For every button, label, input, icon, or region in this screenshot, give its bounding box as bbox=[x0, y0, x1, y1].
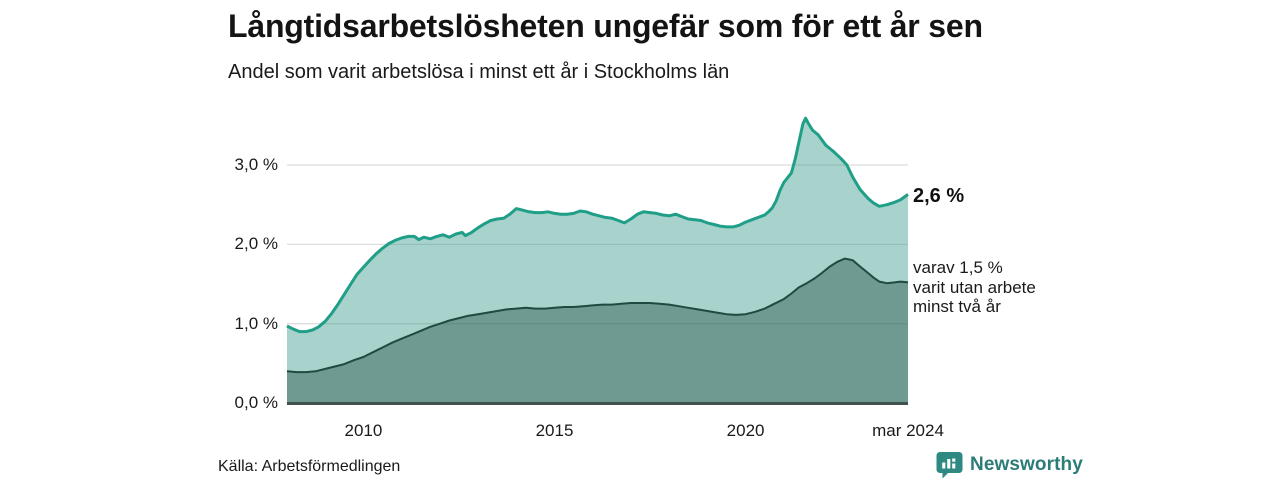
x-tick-label: 2020 bbox=[726, 421, 765, 440]
brand-lockup: Newsworthy bbox=[936, 451, 1083, 479]
source-caption: Källa: Arbetsförmedlingen bbox=[218, 458, 401, 475]
brand-name: Newsworthy bbox=[970, 454, 1083, 475]
x-tick-label: 2015 bbox=[535, 421, 574, 440]
annotation-side-note: varav 1,5 % varit utan arbete minst två … bbox=[913, 258, 1036, 316]
y-tick-label: 1,0 % bbox=[234, 313, 278, 333]
x-tick-label: 2010 bbox=[344, 421, 383, 440]
page-subtitle: Andel som varit arbetslösa i minst ett å… bbox=[228, 61, 730, 83]
area-one-year bbox=[287, 118, 908, 403]
y-tick-label: 3,0 % bbox=[234, 155, 278, 174]
line-two-years bbox=[286, 257, 909, 374]
line-one-year bbox=[286, 116, 909, 334]
y-tick-label: 0,0 % bbox=[234, 393, 278, 412]
area-two-years bbox=[287, 258, 908, 403]
x-tick-label: mar 2024 bbox=[872, 421, 944, 440]
annotation-end-value: 2,6 % bbox=[913, 185, 965, 207]
y-tick-label: 2,0 % bbox=[234, 234, 278, 254]
page-title: Långtidsarbetslösheten ungefär som för e… bbox=[228, 8, 983, 44]
newsworthy-logo-icon bbox=[936, 452, 963, 479]
